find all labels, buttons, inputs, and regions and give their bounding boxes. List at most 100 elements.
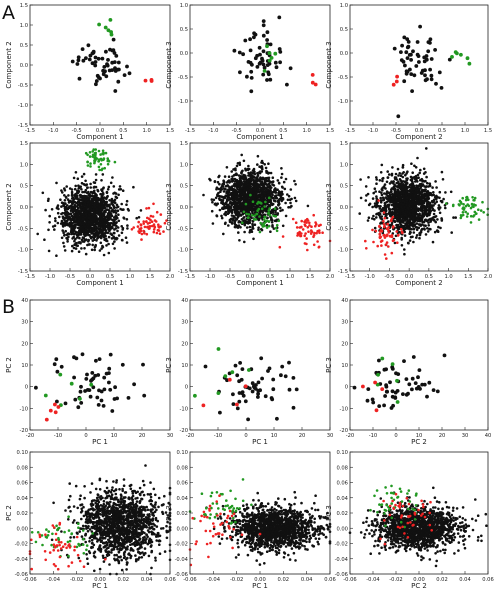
chart-4-point <box>55 254 58 257</box>
chart-5-point <box>227 211 231 214</box>
chart-5-ytick-label: -1.0 <box>178 248 188 254</box>
chart-3-point <box>415 40 420 44</box>
chart-7-point <box>107 380 111 385</box>
chart-6-point <box>409 223 413 227</box>
chart-6-point <box>385 257 388 260</box>
chart-4-point <box>69 209 73 212</box>
chart-6-point <box>383 201 387 205</box>
chart-6-point <box>389 190 393 194</box>
chart-4-ylabel: Component 2 <box>5 183 13 230</box>
chart-6-point <box>410 188 413 191</box>
chart-5-point <box>234 195 237 198</box>
chart-4-point <box>50 208 54 211</box>
chart-5-point <box>225 181 229 184</box>
chart-4-point <box>98 217 101 220</box>
chart-6-point <box>411 208 415 212</box>
chart-5-point <box>228 180 232 183</box>
chart-5-point <box>263 163 267 166</box>
chart-6-point <box>426 230 430 233</box>
chart-6-point <box>432 191 435 194</box>
chart-6-point <box>383 192 386 195</box>
chart-5-point <box>246 167 250 171</box>
chart-6-point <box>391 239 395 242</box>
chart-4-point <box>57 207 60 211</box>
chart-6-point <box>416 213 419 216</box>
chart-5-point <box>256 209 259 212</box>
chart-5-point <box>251 178 255 182</box>
chart-1-point <box>94 79 99 83</box>
chart-2-point <box>285 82 289 87</box>
chart-5-point <box>275 219 278 223</box>
chart-4-point <box>73 239 76 243</box>
chart-4-point <box>111 176 114 179</box>
chart-5-point <box>270 186 273 189</box>
chart-2-point <box>265 78 269 82</box>
chart-1-point <box>93 55 98 60</box>
chart-2-point <box>261 23 266 28</box>
chart-4-point <box>97 149 101 153</box>
chart-3-xtick-label: -1.5 <box>345 128 355 134</box>
chart-4-point <box>142 222 145 225</box>
chart-6-point <box>374 229 378 233</box>
chart-4-point <box>55 181 58 185</box>
chart-7-point <box>52 362 57 367</box>
chart-4-point <box>155 210 159 214</box>
chart-4-point <box>101 244 104 248</box>
chart-4-point <box>63 199 67 202</box>
chart-4-point <box>93 161 96 165</box>
chart-3-point <box>391 82 396 87</box>
chart-4-point <box>102 253 106 257</box>
chart-5-point <box>267 193 271 197</box>
chart-4-point <box>114 217 117 221</box>
chart-4-point <box>101 214 104 218</box>
chart-4-point <box>81 236 85 239</box>
chart-5-point <box>241 183 245 186</box>
chart-4-point <box>47 197 50 201</box>
chart-2-point <box>265 63 270 67</box>
chart-5-point <box>241 176 245 180</box>
chart-5-point <box>243 206 247 210</box>
chart-3-point <box>417 60 421 64</box>
chart-6-point <box>413 206 416 209</box>
chart-6-point <box>427 224 431 227</box>
chart-5-point <box>233 210 237 214</box>
chart-6-point <box>409 175 413 179</box>
chart-6-point <box>423 180 426 183</box>
chart-5-point <box>281 224 285 228</box>
chart-4-point <box>63 189 67 192</box>
chart-5-point <box>252 194 256 198</box>
chart-4-point <box>106 221 110 225</box>
chart-5-point <box>218 208 222 212</box>
chart-6-point <box>473 210 477 214</box>
chart-6-point <box>400 244 404 247</box>
chart-6-point <box>388 193 392 197</box>
chart-3-point <box>400 43 404 48</box>
chart-5-point <box>246 179 250 183</box>
chart-5-point <box>305 237 308 240</box>
chart-4-point <box>71 224 74 228</box>
chart-5-point <box>281 235 285 238</box>
chart-2-point <box>265 38 269 42</box>
chart-4-point <box>84 179 87 183</box>
chart-4-point <box>89 190 93 194</box>
chart-5-point <box>236 207 240 210</box>
chart-4-point <box>61 191 64 194</box>
chart-5-ytick-label: 1.0 <box>180 162 188 168</box>
chart-4-point <box>65 185 68 188</box>
chart-5-point <box>321 231 324 234</box>
chart-5-point <box>227 175 231 178</box>
chart-4-point <box>60 219 64 223</box>
chart-6-point <box>405 196 409 200</box>
chart-5-point <box>277 181 281 185</box>
chart-6-point <box>404 223 408 227</box>
chart-7-point <box>43 393 48 398</box>
chart-5-point <box>287 194 291 198</box>
chart-5-point <box>262 183 265 187</box>
chart-5-point <box>256 195 260 198</box>
chart-4-point <box>67 194 70 197</box>
chart-4-point <box>121 189 125 192</box>
chart-6-point <box>358 212 362 215</box>
chart-5-point <box>229 200 232 204</box>
chart-6-point <box>387 245 390 248</box>
chart-4-point <box>72 246 76 250</box>
